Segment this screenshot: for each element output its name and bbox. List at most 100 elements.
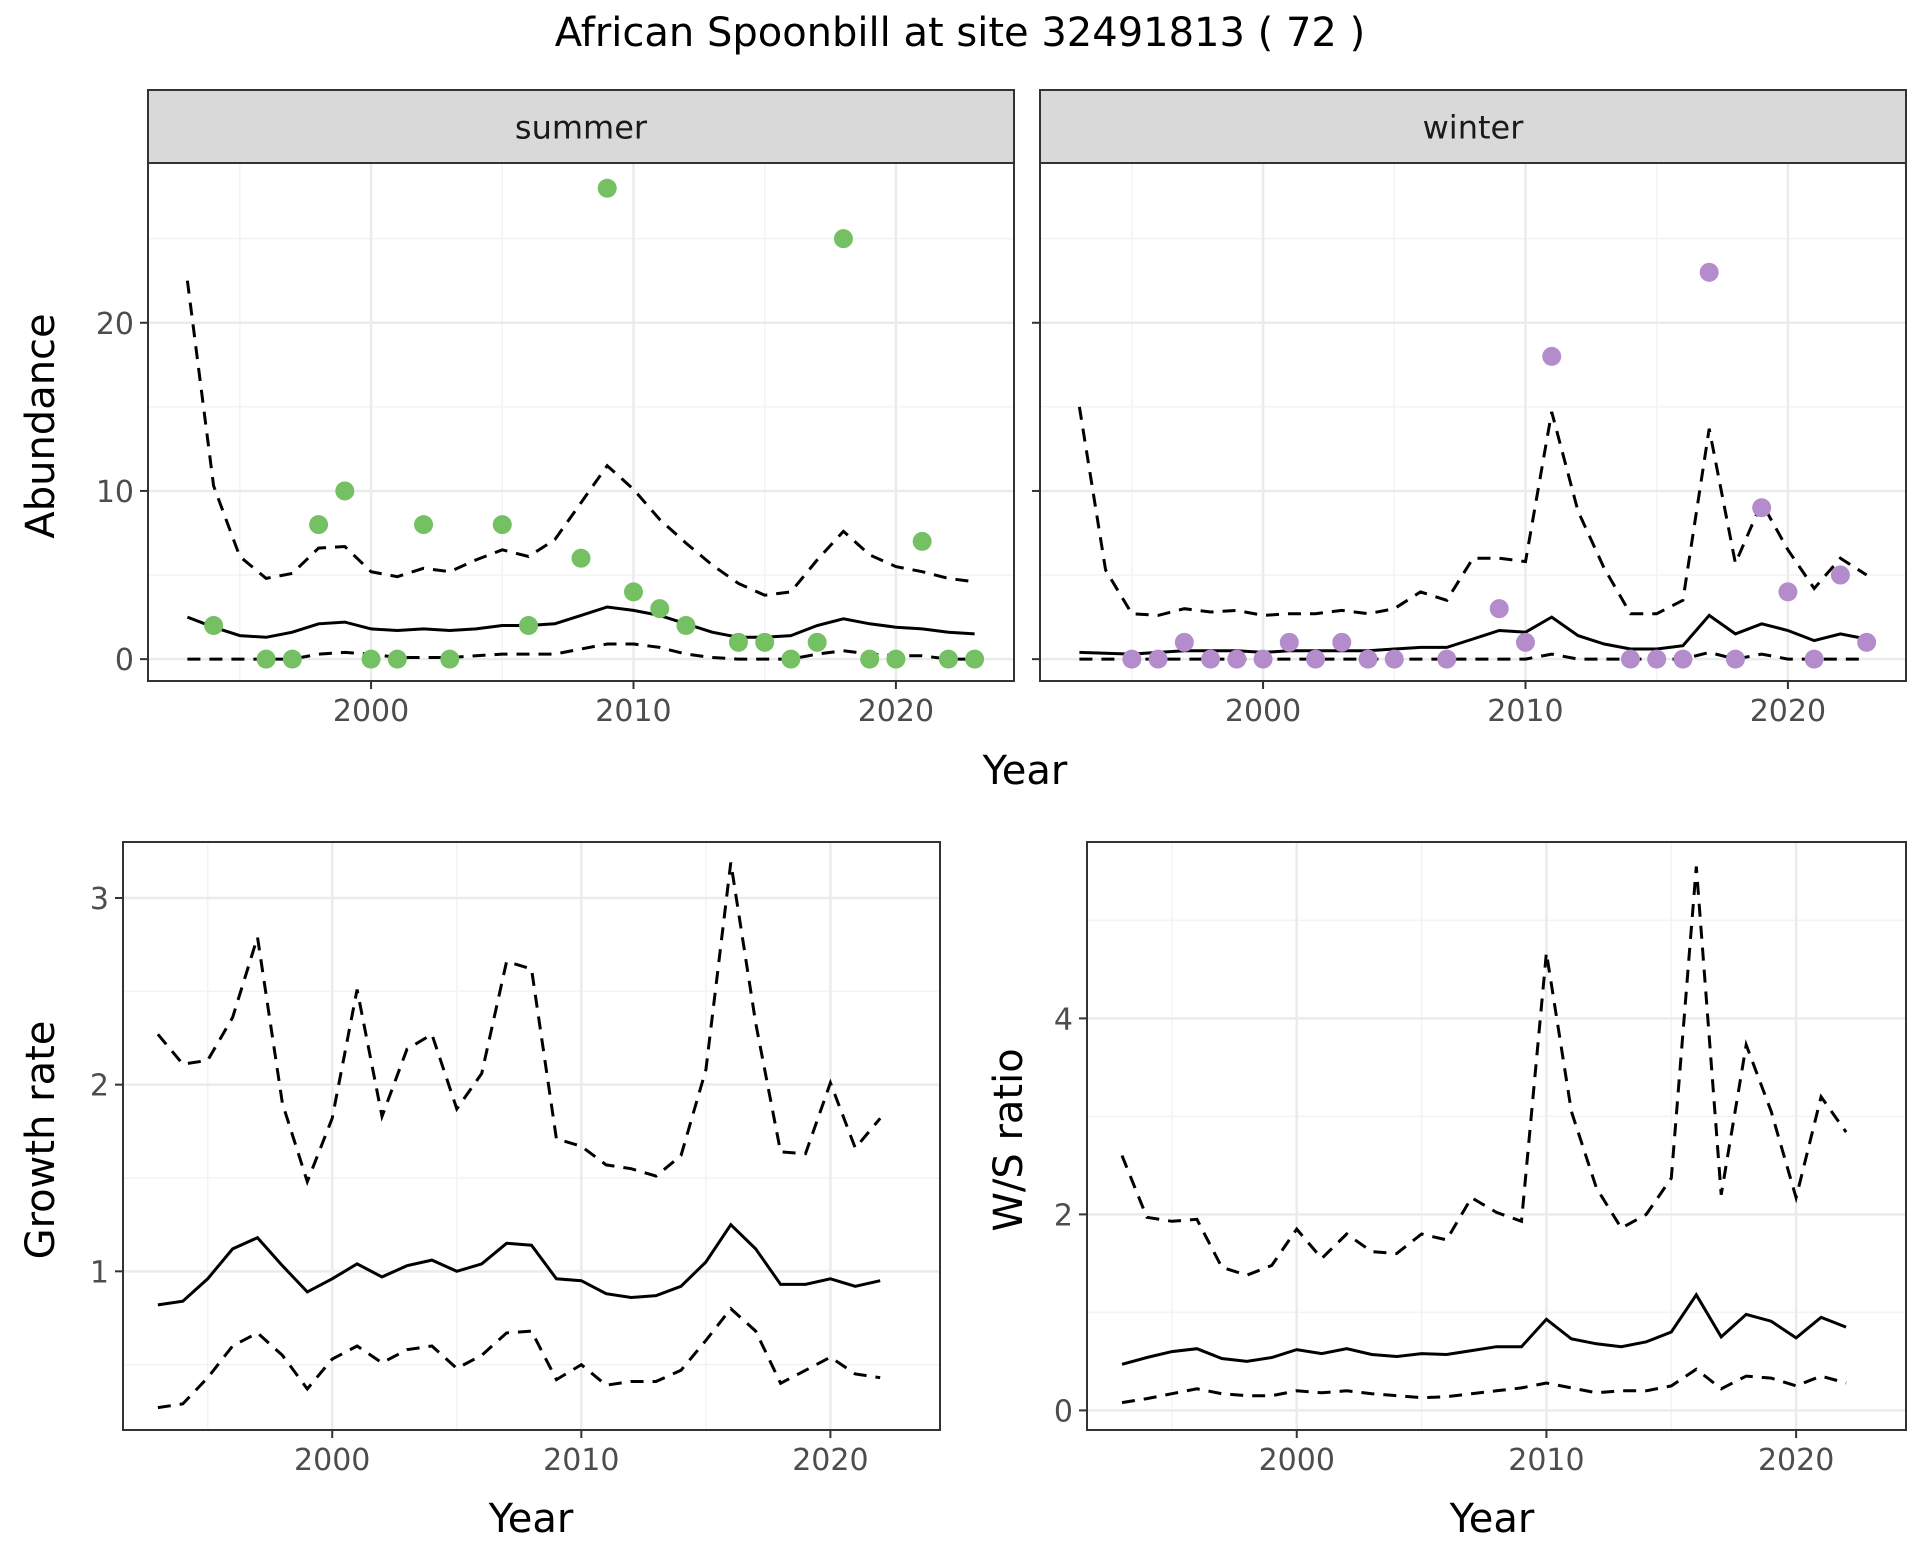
observed-point <box>1148 649 1168 669</box>
observed-point <box>1358 649 1378 669</box>
observed-point <box>1725 649 1745 669</box>
observed-point <box>1174 632 1194 652</box>
x-tick-label: 2020 <box>1750 694 1826 729</box>
observed-point <box>309 515 329 535</box>
x-tick-label: 2000 <box>333 694 409 729</box>
observed-point <box>807 632 827 652</box>
figure-title: African Spoonbill at site 32491813 ( 72 … <box>555 10 1365 56</box>
observed-point <box>886 649 906 669</box>
observed-point <box>623 582 643 602</box>
y-tick-label: 2 <box>1054 1198 1073 1233</box>
observed-point <box>571 548 591 568</box>
observed-point <box>414 515 434 535</box>
panel-growth: 2000 2010 2020 1 2 3 <box>90 841 941 1478</box>
y-tick-label: 1 <box>90 1255 109 1290</box>
y-tick-label: 0 <box>115 643 134 678</box>
x-tick-label: 2020 <box>792 1443 868 1478</box>
lower-bound-line <box>1121 1367 1847 1405</box>
observed-point <box>440 649 460 669</box>
facet-strip-label: summer <box>515 109 648 147</box>
observed-point <box>1332 632 1352 652</box>
x-tick-label: 2010 <box>1487 694 1563 729</box>
observed-point <box>650 599 670 619</box>
observed-point <box>1384 649 1404 669</box>
observed-point <box>1699 262 1719 282</box>
x-tick-label: 2000 <box>294 1443 370 1478</box>
x-tick-label: 2010 <box>595 694 671 729</box>
observed-point <box>1489 599 1509 619</box>
y-tick-label: 4 <box>1054 1002 1073 1037</box>
mean-line <box>1121 1291 1847 1366</box>
y-tick-label: 3 <box>90 882 109 917</box>
observed-point <box>1515 632 1535 652</box>
observed-point <box>387 649 407 669</box>
observed-point <box>1857 632 1877 652</box>
observed-point <box>1227 649 1247 669</box>
observed-point <box>833 229 853 249</box>
x-tick-label: 2010 <box>543 1443 619 1478</box>
y-tick-label: 20 <box>96 307 134 342</box>
upper-bound-line <box>1120 866 1848 1277</box>
observed-point <box>361 649 381 669</box>
growth-y-axis-label: Growth rate <box>18 1021 64 1260</box>
facet-strip <box>147 89 1015 164</box>
observed-point <box>335 481 355 501</box>
upper-bound-line <box>185 280 975 597</box>
observed-point <box>1778 582 1798 602</box>
mean-line <box>186 605 975 639</box>
x-tick-label: 2020 <box>1758 1443 1834 1478</box>
observed-point <box>282 649 302 669</box>
observed-point <box>676 616 696 635</box>
panel-summer: summer 2000 2010 2020 0 10 20 <box>96 89 1015 729</box>
growth-x-axis-label: Year <box>488 1496 574 1542</box>
observed-point <box>1804 649 1824 669</box>
facet-strip <box>1039 89 1907 164</box>
lower-bound-line <box>157 1306 881 1410</box>
observed-point <box>1647 649 1667 669</box>
observed-point <box>728 632 748 652</box>
observed-point <box>1279 632 1299 652</box>
upper-bound-line <box>1077 406 1868 617</box>
y-tick-label: 0 <box>1054 1394 1073 1429</box>
panel-winter: winter 2000 2010 2020 <box>1032 89 1907 729</box>
observed-point <box>860 649 880 669</box>
x-tick-label: 2010 <box>1508 1443 1584 1478</box>
ws-y-axis-label: W/S ratio <box>986 1048 1032 1231</box>
observed-point <box>519 616 539 635</box>
panel-border <box>147 162 1015 682</box>
observed-point <box>912 531 932 551</box>
observed-point <box>1437 649 1457 669</box>
observed-point <box>1752 498 1772 518</box>
panel-border <box>1039 162 1907 682</box>
observed-point <box>938 649 958 669</box>
x-tick-label: 2000 <box>1225 694 1301 729</box>
observed-point <box>597 178 617 198</box>
observed-point <box>1253 649 1273 669</box>
y-tick-label: 2 <box>90 1069 109 1104</box>
panel-border <box>122 841 941 1431</box>
ws-x-axis-label: Year <box>1449 1496 1535 1542</box>
y-tick-label: 10 <box>96 475 134 510</box>
observed-point <box>1306 649 1326 669</box>
observed-point <box>204 616 224 635</box>
observed-point <box>965 649 985 669</box>
observed-point <box>1620 649 1640 669</box>
observed-point <box>1673 649 1693 669</box>
x-tick-label: 2020 <box>858 694 934 729</box>
panel-border <box>1086 841 1907 1431</box>
observed-point <box>256 649 276 669</box>
observed-point <box>1830 565 1850 585</box>
observed-point <box>781 649 801 669</box>
panel-ws_ratio: 2000 2010 2020 0 2 4 <box>1054 841 1907 1478</box>
observed-point <box>492 515 512 535</box>
top-y-axis-label: Abundance <box>18 313 64 538</box>
observed-point <box>1201 649 1221 669</box>
mean-line <box>157 1222 881 1307</box>
observed-point <box>1122 649 1142 669</box>
facet-strip-label: winter <box>1423 109 1525 147</box>
top-x-axis-label: Year <box>982 748 1068 794</box>
x-tick-label: 2000 <box>1259 1443 1335 1478</box>
observed-point <box>1542 346 1562 366</box>
